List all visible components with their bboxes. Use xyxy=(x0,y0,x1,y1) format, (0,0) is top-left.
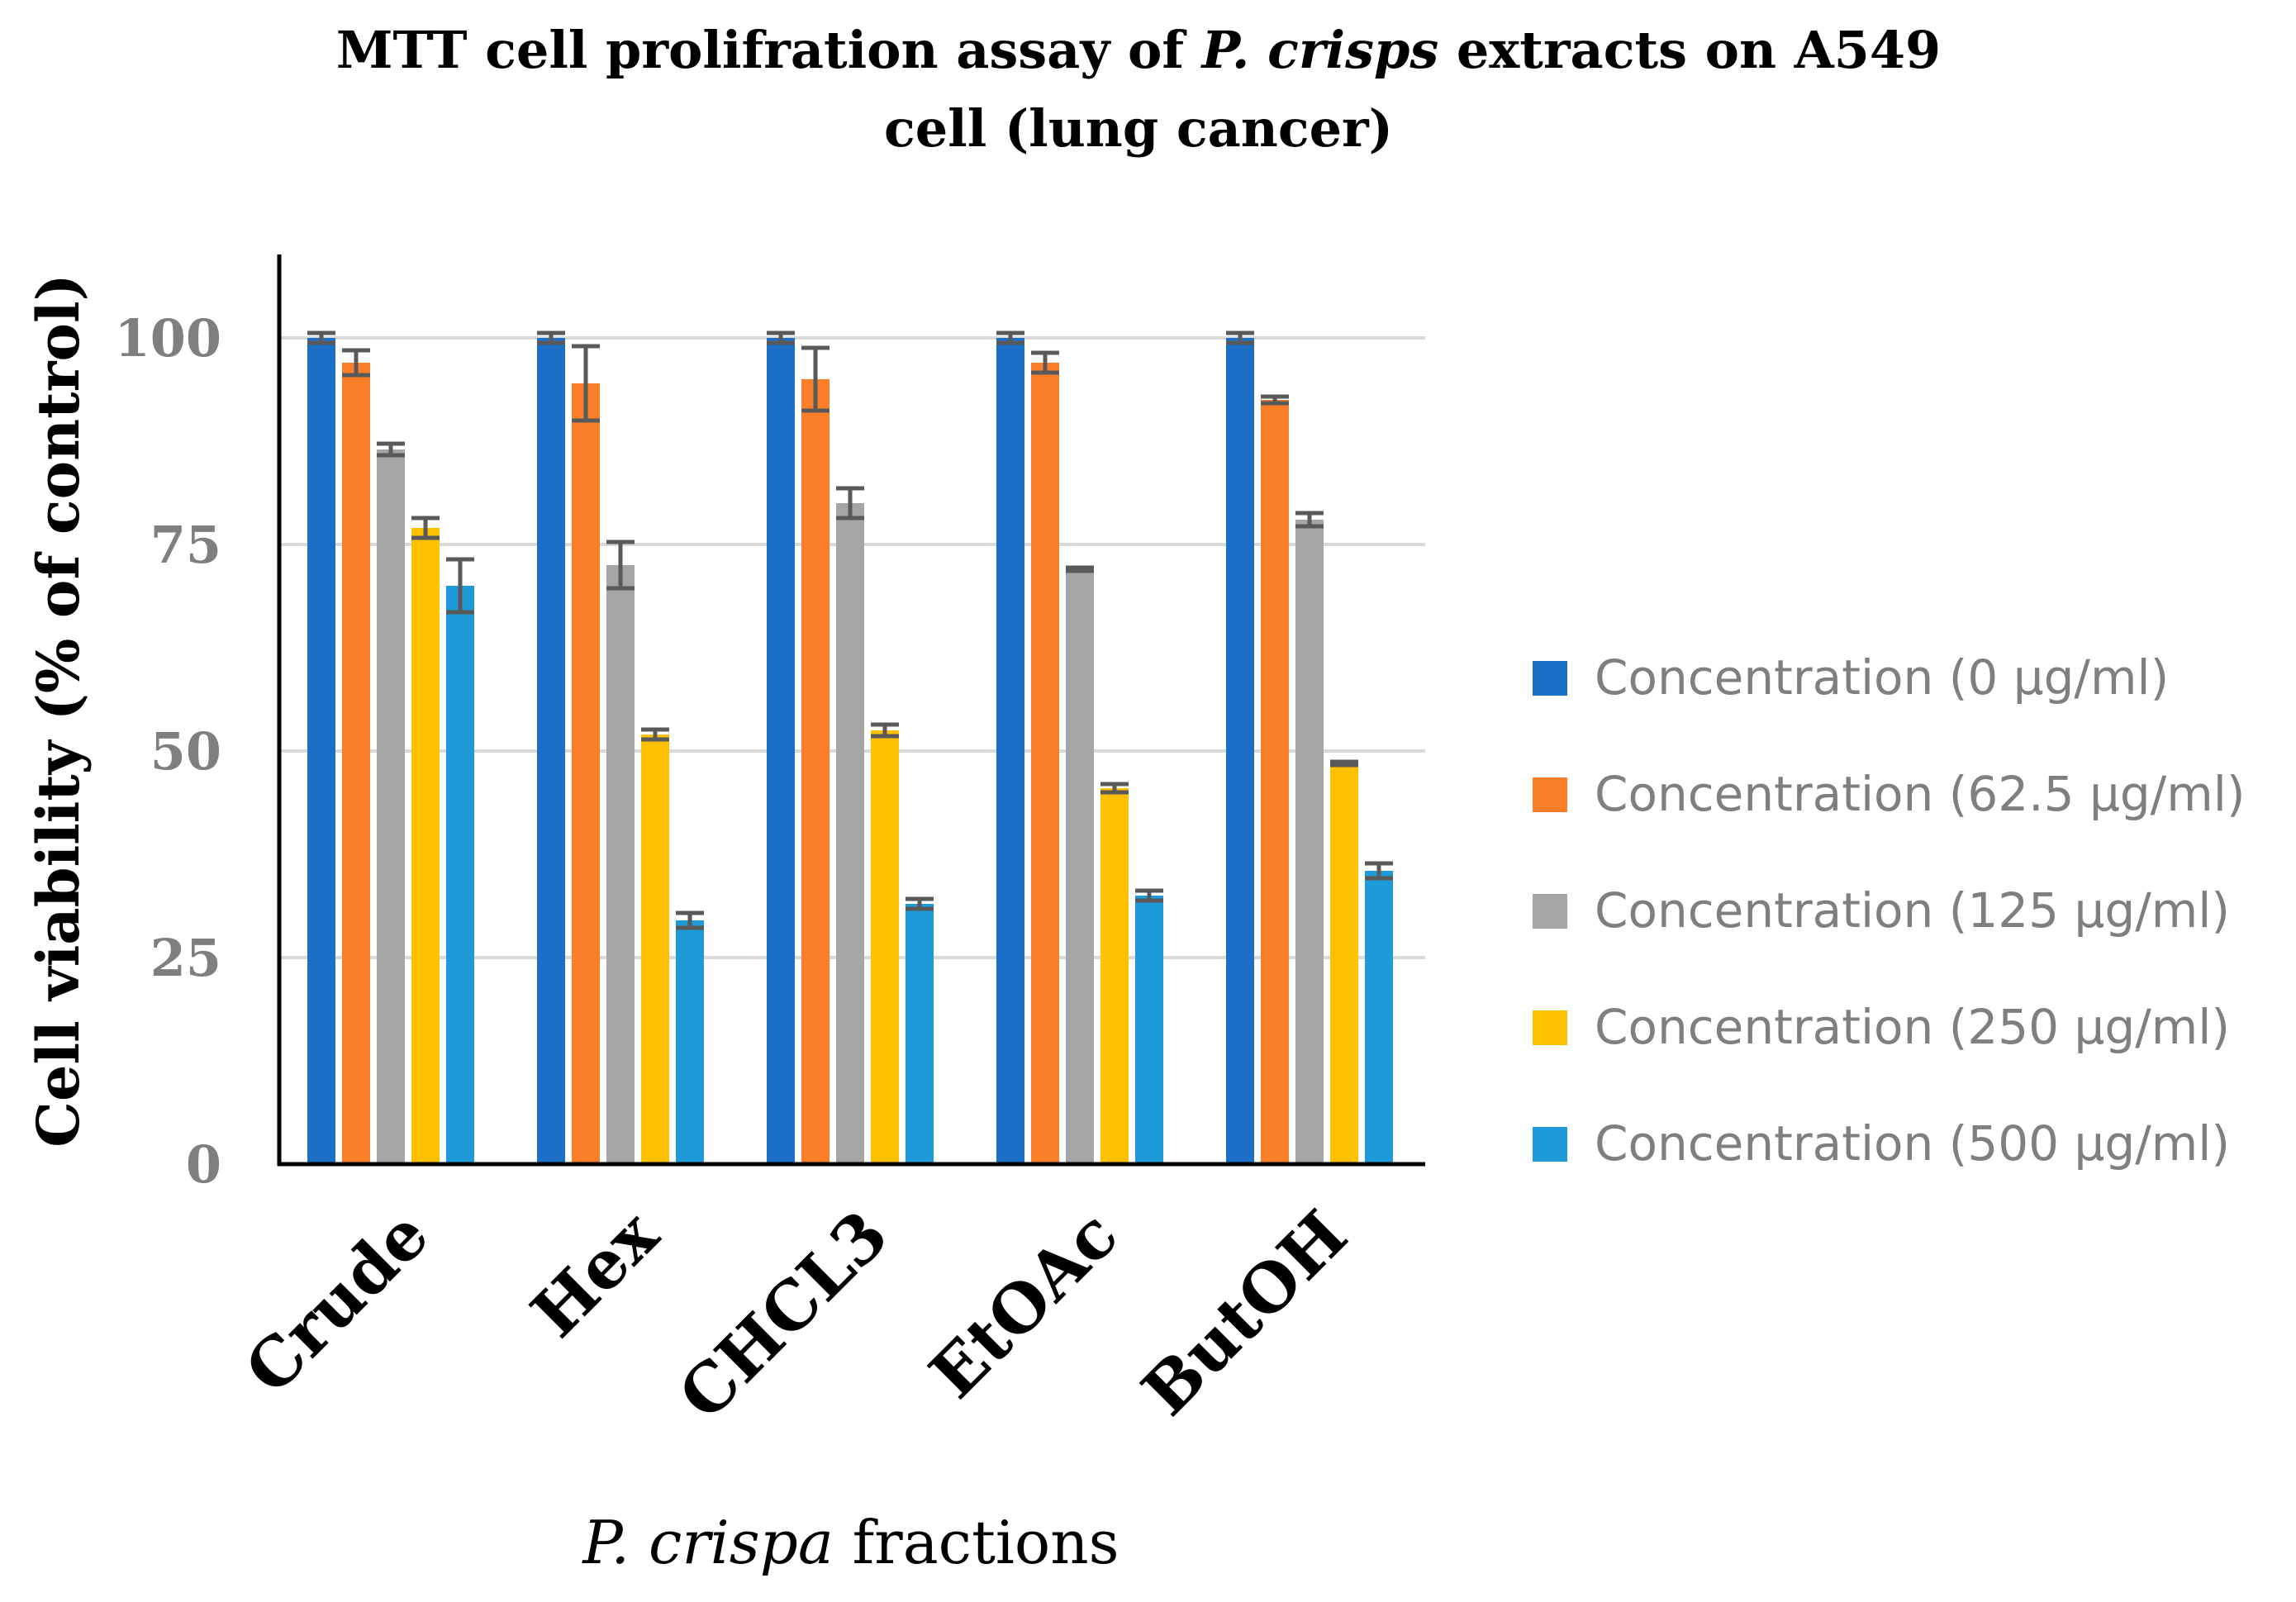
title-part-3: extracts on A549 xyxy=(1438,20,1941,80)
bar-hex-series-2 xyxy=(572,383,600,1164)
bar-etoac-series-3 xyxy=(1066,569,1094,1164)
x-axis-label: P. crispa fractions xyxy=(581,1508,1119,1577)
error-bar-etoac-series-2 xyxy=(1031,350,1059,375)
bar-butoh-series-2 xyxy=(1261,400,1289,1164)
legend-label-4: Concentration (250 μg/ml) xyxy=(1595,999,2230,1055)
bar-butoh-series-4 xyxy=(1330,763,1358,1164)
legend-item-3: Concentration (125 μg/ml) xyxy=(1533,882,2230,939)
legend-item-2: Concentration (62.5 μg/ml) xyxy=(1533,766,2245,822)
error-bar-butoh-series-3 xyxy=(1295,511,1324,529)
y-tick-25: 25 xyxy=(150,928,221,988)
bar-butoh-series-5 xyxy=(1365,871,1393,1164)
bar-hex-series-3 xyxy=(606,565,635,1164)
bar-etoac-series-2 xyxy=(1031,363,1059,1164)
bar-etoac-series-5 xyxy=(1135,896,1163,1164)
legend-swatch-3 xyxy=(1533,894,1567,929)
error-bar-butoh-series-1 xyxy=(1226,330,1254,345)
error-bar-hex-series-5 xyxy=(676,910,704,930)
bar-chcl3-series-4 xyxy=(871,730,899,1164)
error-bar-etoac-series-1 xyxy=(996,330,1024,345)
y-axis-label: Cell viability (% of control) xyxy=(24,273,93,1148)
error-bar-crude-series-1 xyxy=(307,330,335,345)
error-bar-etoac-series-5 xyxy=(1135,888,1163,903)
legend-label-5: Concentration (500 μg/ml) xyxy=(1595,1115,2230,1172)
legend-label-1: Concentration (0 μg/ml) xyxy=(1595,649,2169,706)
y-tick-0: 0 xyxy=(186,1134,221,1195)
legend-swatch-4 xyxy=(1533,1010,1567,1045)
error-bar-etoac-series-4 xyxy=(1100,782,1129,795)
chart-title: MTT cell prolifration assay of P. crisps… xyxy=(336,20,1941,159)
legend-item-4: Concentration (250 μg/ml) xyxy=(1533,999,2230,1055)
bar-chcl3-series-5 xyxy=(906,904,934,1164)
bars-layer xyxy=(307,338,1393,1164)
error-bar-crude-series-4 xyxy=(411,516,440,540)
error-bar-butoh-series-4 xyxy=(1330,759,1358,768)
error-bar-butoh-series-2 xyxy=(1261,394,1289,406)
error-bar-crude-series-3 xyxy=(377,441,405,458)
error-bar-chcl3-series-3 xyxy=(836,486,864,521)
svg-text:MTT cell prolifration assay of: MTT cell prolifration assay of P. crisps… xyxy=(336,20,1941,80)
bar-etoac-series-1 xyxy=(996,338,1024,1164)
legend-label-2: Concentration (62.5 μg/ml) xyxy=(1595,766,2245,822)
error-bar-crude-series-2 xyxy=(342,348,370,378)
y-tick-50: 50 xyxy=(150,721,221,782)
error-bar-butoh-series-5 xyxy=(1365,861,1393,881)
legend-swatch-2 xyxy=(1533,777,1567,812)
bar-hex-series-4 xyxy=(641,734,669,1164)
y-tick-100: 100 xyxy=(115,308,221,368)
bar-chcl3-series-1 xyxy=(767,338,795,1164)
y-tick-75: 75 xyxy=(150,515,221,575)
error-bar-chcl3-series-2 xyxy=(801,345,830,413)
x-tick-hex: Hex xyxy=(516,1195,674,1352)
title-line-2: cell (lung cancer) xyxy=(884,98,1393,159)
bar-crude-series-2 xyxy=(342,363,370,1164)
bar-chcl3-series-2 xyxy=(801,379,830,1164)
x-axis-label-italic: P. crispa xyxy=(581,1508,833,1577)
x-axis-label-rest: fractions xyxy=(834,1508,1119,1577)
error-bar-chcl3-series-1 xyxy=(767,330,795,345)
bar-crude-series-5 xyxy=(446,586,474,1164)
x-tick-crude: Crude xyxy=(230,1196,443,1409)
error-bar-hex-series-3 xyxy=(606,540,635,591)
error-bar-crude-series-5 xyxy=(446,557,474,615)
error-bars-layer xyxy=(307,330,1393,930)
x-tick-chcl3: CHCL3 xyxy=(663,1196,902,1434)
bar-crude-series-1 xyxy=(307,338,335,1164)
error-bar-hex-series-1 xyxy=(537,330,565,345)
legend-swatch-1 xyxy=(1533,661,1567,696)
bar-crude-series-4 xyxy=(411,528,440,1164)
error-bar-chcl3-series-5 xyxy=(906,896,934,911)
error-bar-hex-series-2 xyxy=(572,344,600,423)
error-bar-hex-series-4 xyxy=(641,727,669,742)
title-part-1: MTT cell prolifration assay of xyxy=(336,20,1202,80)
legend-swatch-5 xyxy=(1533,1127,1567,1162)
y-tick-labels: 0 25 50 75 100 xyxy=(115,308,221,1195)
bar-butoh-series-1 xyxy=(1226,338,1254,1164)
x-tick-butoh: ButOH xyxy=(1127,1196,1362,1430)
bar-crude-series-3 xyxy=(377,449,405,1164)
legend-item-5: Concentration (500 μg/ml) xyxy=(1533,1115,2230,1172)
title-part-2: P. crisps xyxy=(1200,20,1439,80)
legend: Concentration (0 μg/ml) Concentration (62… xyxy=(1533,649,2245,1172)
bar-hex-series-1 xyxy=(537,338,565,1164)
bar-etoac-series-4 xyxy=(1100,788,1129,1164)
legend-item-1: Concentration (0 μg/ml) xyxy=(1533,649,2169,706)
error-bar-etoac-series-3 xyxy=(1066,565,1094,573)
bar-hex-series-5 xyxy=(676,920,704,1164)
bar-butoh-series-3 xyxy=(1295,520,1324,1164)
bar-chcl3-series-3 xyxy=(836,503,864,1164)
legend-label-3: Concentration (125 μg/ml) xyxy=(1595,882,2230,939)
error-bar-chcl3-series-4 xyxy=(871,722,899,739)
x-tick-etoac: EtOAc xyxy=(915,1196,1132,1413)
